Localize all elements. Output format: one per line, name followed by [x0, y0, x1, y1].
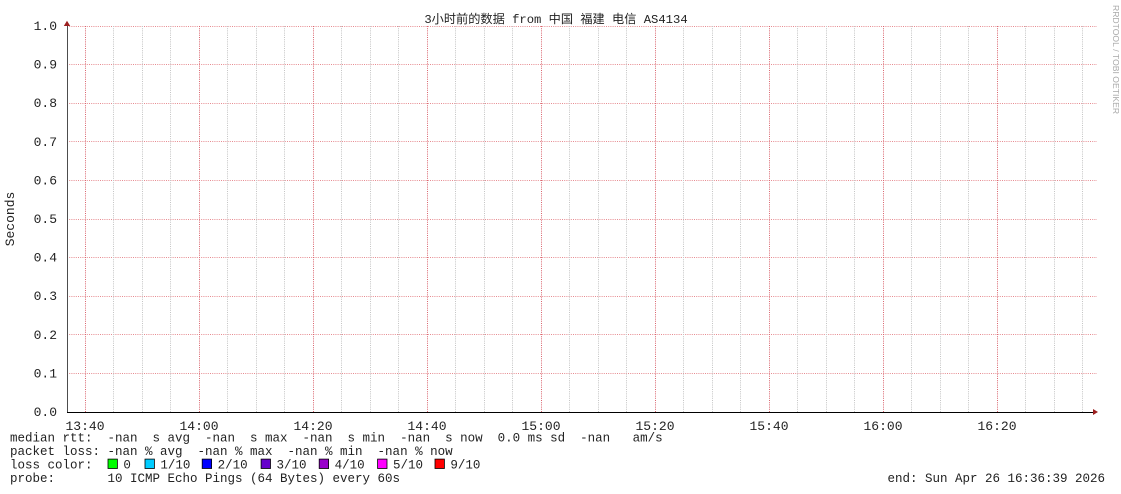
svg-text:3/10: 3/10	[277, 459, 307, 473]
svg-text:1.0: 1.0	[34, 19, 57, 34]
svg-text:0.1: 0.1	[34, 366, 58, 381]
svg-text:2/10: 2/10	[218, 459, 248, 473]
svg-text:5/10: 5/10	[393, 459, 423, 473]
svg-text:0.3: 0.3	[34, 289, 57, 304]
svg-text:median rtt: -nan s avg -nan: median rtt: -nan s avg -nan s max -nan s…	[10, 431, 663, 445]
svg-text:RRDTOOL / TOBI OETIKER: RRDTOOL / TOBI OETIKER	[1111, 5, 1121, 114]
svg-text:1/10: 1/10	[160, 459, 190, 473]
svg-text:Seconds: Seconds	[3, 192, 18, 247]
svg-text:0.8: 0.8	[34, 96, 57, 111]
svg-text:9/10: 9/10	[450, 459, 480, 473]
svg-text:16:20: 16:20	[977, 419, 1016, 434]
svg-text:0.7: 0.7	[34, 135, 57, 150]
svg-text:0: 0	[123, 459, 131, 473]
svg-text:0.0: 0.0	[34, 405, 57, 420]
svg-text:16:00: 16:00	[863, 419, 902, 434]
svg-text:0.4: 0.4	[34, 251, 58, 266]
svg-text:3小时前的数据 from 中国 福建 电信 AS4134: 3小时前的数据 from 中国 福建 电信 AS4134	[424, 11, 687, 27]
svg-text:0.2: 0.2	[34, 328, 57, 343]
svg-text:probe: 10 ICMP Echo Ping: probe: 10 ICMP Echo Pings (64 Bytes) eve…	[10, 472, 400, 486]
svg-text:15:40: 15:40	[749, 419, 788, 434]
svg-text:0.5: 0.5	[34, 212, 57, 227]
svg-text:0.6: 0.6	[34, 173, 57, 188]
svg-text:4/10: 4/10	[335, 459, 365, 473]
svg-text:loss color:: loss color:	[10, 459, 93, 473]
svg-text:packet loss: -nan % avg -nan: packet loss: -nan % avg -nan % max -nan …	[10, 445, 453, 459]
svg-text:end: Sun Apr 26 16:36:39 2026: end: Sun Apr 26 16:36:39 2026	[887, 472, 1105, 486]
svg-text:0.9: 0.9	[34, 58, 57, 73]
